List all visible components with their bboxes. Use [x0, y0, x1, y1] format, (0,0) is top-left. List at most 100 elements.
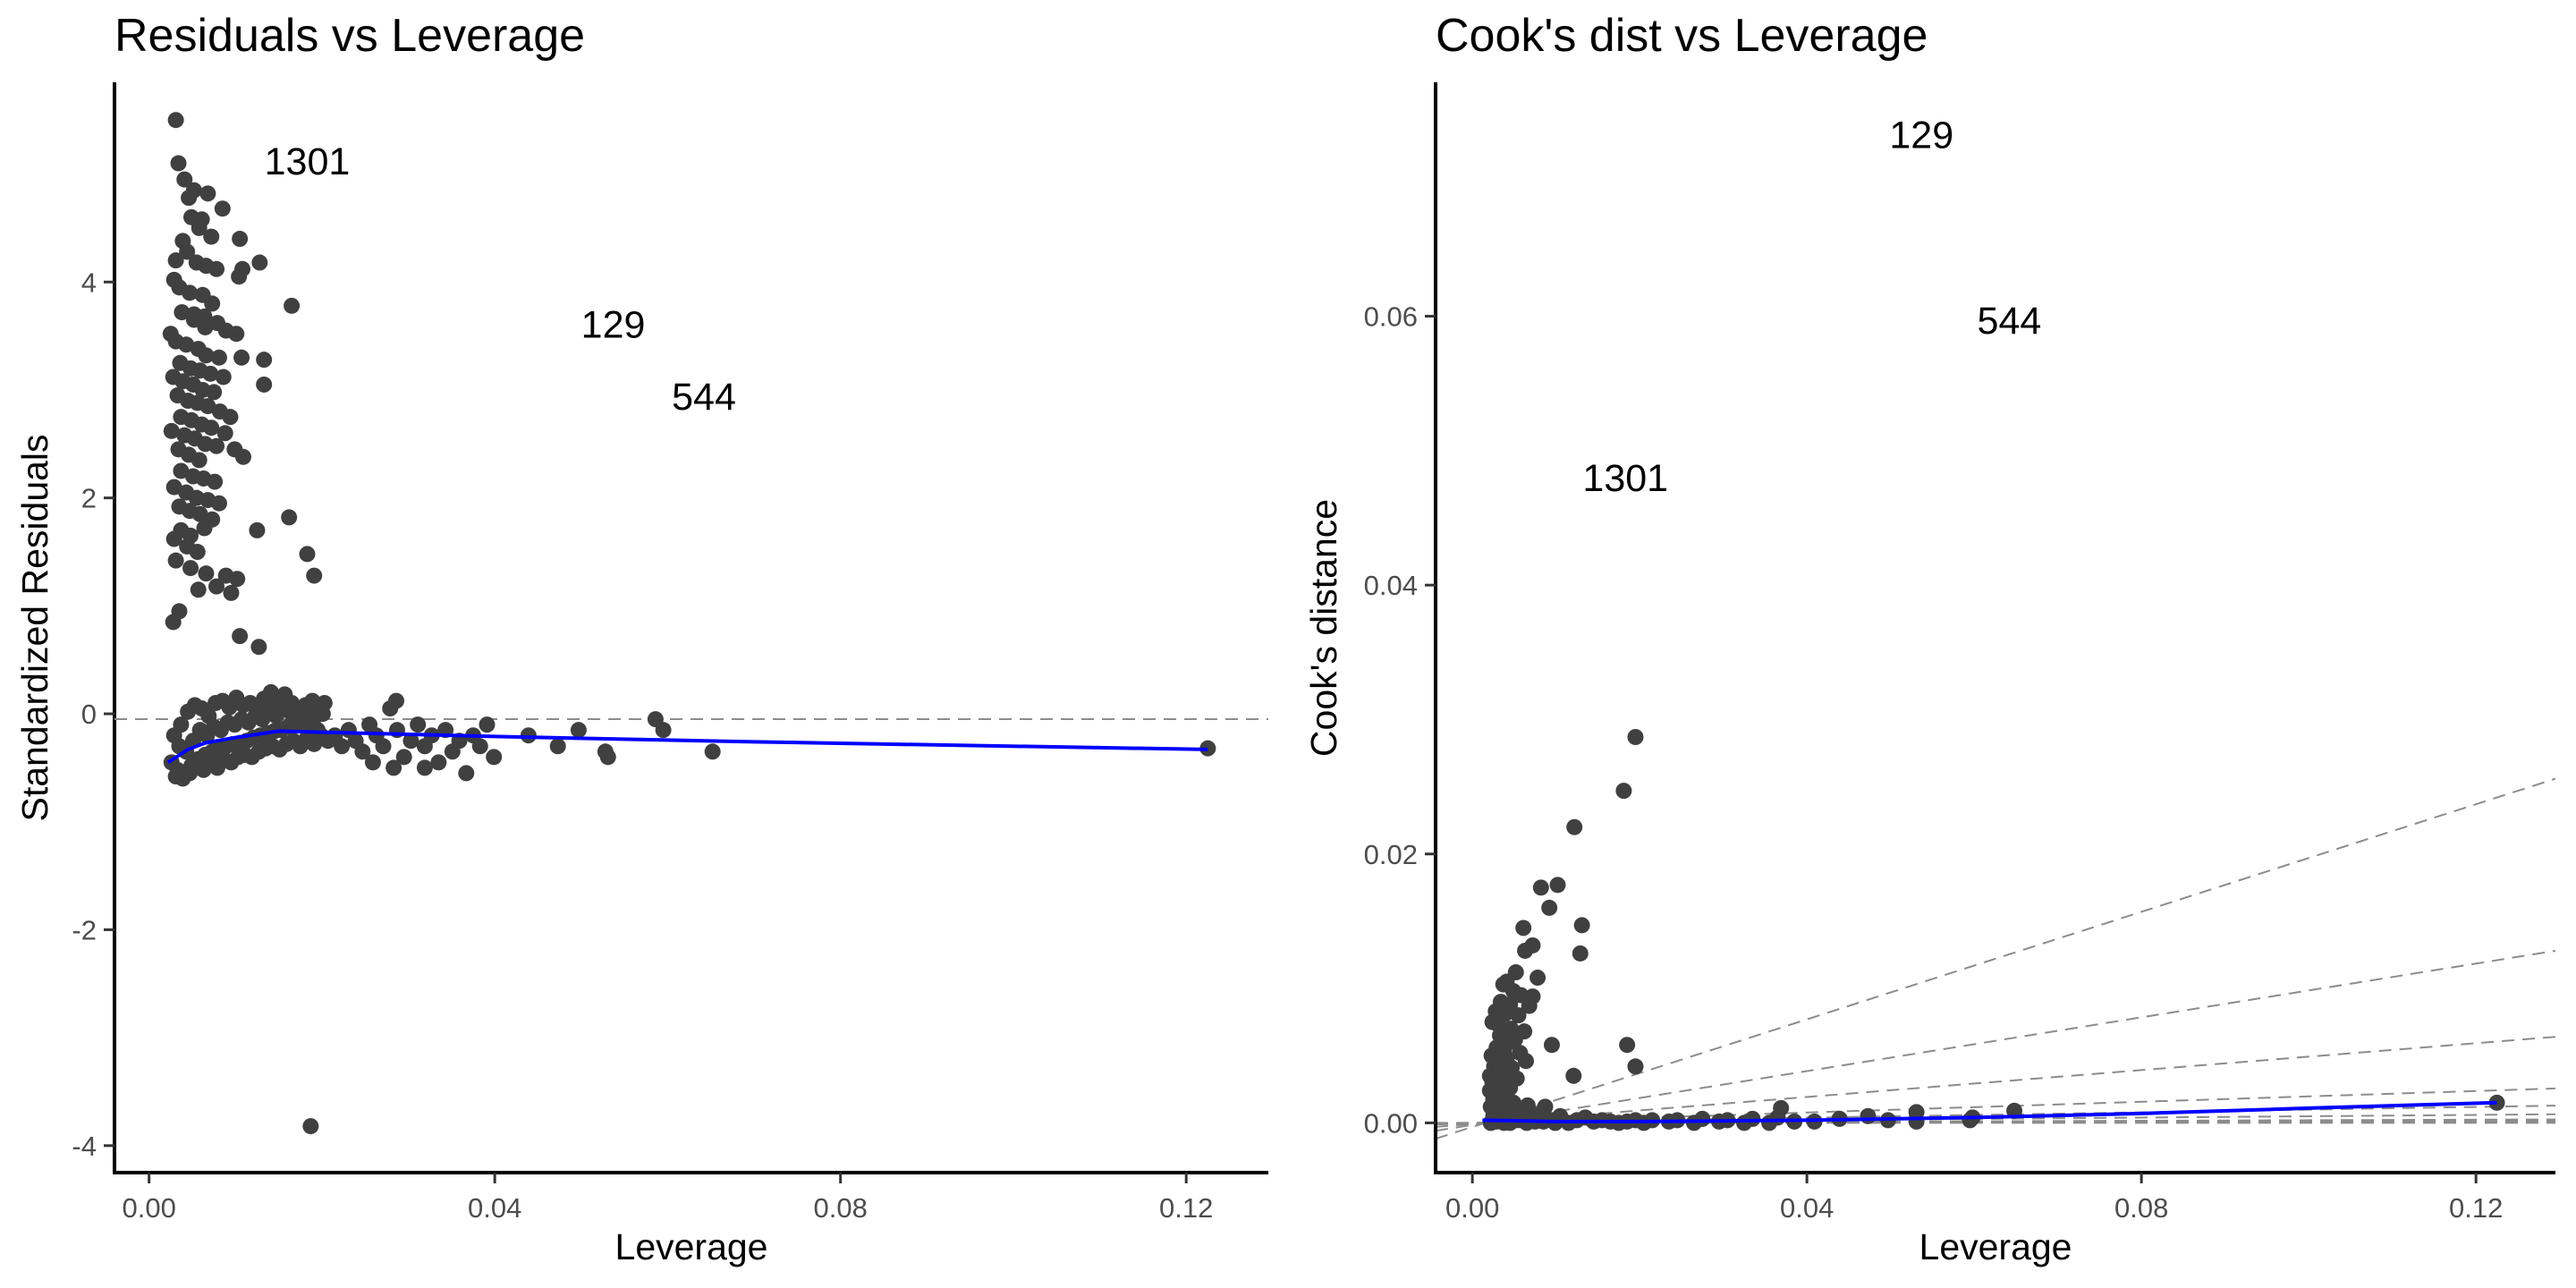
- data-point: [395, 749, 412, 766]
- data-point: [1572, 945, 1589, 962]
- p2-x-axis-label: Leverage: [1919, 1226, 2072, 1267]
- p1-smooth-line: [166, 729, 1208, 765]
- data-point: [214, 200, 231, 217]
- p1-x-axis-label: Leverage: [615, 1226, 768, 1267]
- data-point: [309, 722, 326, 739]
- p1-x-tick-label: 0.08: [814, 1192, 868, 1224]
- data-point: [167, 552, 184, 569]
- data-point: [176, 171, 193, 188]
- data-point: [386, 759, 402, 776]
- data-point: [233, 349, 250, 366]
- data-point: [178, 336, 195, 353]
- p1-y-tick-label: -4: [72, 1131, 97, 1162]
- p2-points: [1481, 729, 2505, 1131]
- data-point: [165, 479, 182, 496]
- p2-x-tick-label: 0.04: [1780, 1192, 1834, 1224]
- data-point: [306, 567, 323, 584]
- data-point: [167, 112, 184, 129]
- data-point: [228, 326, 245, 343]
- data-point: [1627, 1058, 1644, 1075]
- data-point: [207, 473, 224, 490]
- data-point: [599, 749, 616, 766]
- data-point: [191, 219, 208, 236]
- data-point: [281, 509, 298, 526]
- data-point: [174, 304, 191, 321]
- data-point: [1908, 1113, 1925, 1130]
- data-point: [229, 571, 246, 588]
- data-point: [655, 722, 672, 739]
- data-point: [216, 425, 233, 442]
- p1-x-tick-label: 0.12: [1159, 1192, 1213, 1224]
- p1-title: Residuals vs Leverage: [114, 10, 585, 62]
- data-point: [704, 743, 721, 760]
- data-point: [486, 749, 503, 766]
- data-point: [179, 243, 196, 260]
- data-point: [299, 546, 316, 563]
- data-point: [1615, 783, 1632, 800]
- data-point: [167, 252, 184, 269]
- p1-annotations: 1301 129 544: [265, 140, 736, 419]
- data-point: [1761, 1114, 1778, 1131]
- data-point: [234, 260, 251, 277]
- data-point: [388, 692, 405, 709]
- point-label-129: 129: [1889, 114, 1953, 157]
- data-point: [190, 581, 207, 598]
- p1-points: [162, 112, 1216, 1135]
- data-point: [416, 759, 433, 776]
- point-label-544: 544: [1978, 300, 2042, 343]
- data-point: [479, 716, 496, 733]
- data-point: [197, 318, 214, 335]
- data-point: [1627, 729, 1644, 746]
- p2-reference-line: [1436, 1036, 2555, 1128]
- data-point: [189, 544, 206, 561]
- p2-x-tick-label: 0.00: [1445, 1192, 1499, 1224]
- data-point: [181, 190, 198, 207]
- data-point: [210, 349, 227, 366]
- data-point: [198, 347, 215, 364]
- p2-y-tick-label: 0.04: [1364, 570, 1418, 601]
- data-point: [1565, 1067, 1582, 1084]
- p2-reference-line: [1436, 777, 2555, 1140]
- p1-y-axis-label: Standardized Residuals: [14, 434, 55, 821]
- data-point: [232, 231, 249, 248]
- data-point: [191, 505, 208, 522]
- data-point: [163, 422, 180, 439]
- data-point: [206, 384, 223, 401]
- data-point: [1573, 917, 1590, 934]
- p2-y-tick-label: 0.02: [1364, 839, 1418, 870]
- data-point: [1549, 877, 1566, 894]
- data-point: [196, 520, 213, 537]
- data-point: [232, 628, 249, 645]
- data-point: [1773, 1099, 1790, 1116]
- data-point: [364, 754, 381, 771]
- p2-reference-lines: [1436, 777, 2555, 1140]
- data-point: [256, 352, 273, 369]
- p2-y-axis-label: Cook's distance: [1303, 499, 1344, 757]
- data-point: [173, 462, 190, 479]
- data-point: [1543, 1037, 1560, 1054]
- p1-y-tick-label: 4: [81, 267, 97, 298]
- data-point: [198, 565, 215, 582]
- point-label-1301: 1301: [1582, 457, 1668, 500]
- data-point: [251, 254, 268, 271]
- p1-y-tick-label: 2: [81, 483, 97, 514]
- data-point: [334, 738, 351, 755]
- data-point: [1566, 818, 1583, 835]
- data-point: [165, 614, 182, 631]
- p2-title: Cook's dist vs Leverage: [1436, 10, 1928, 62]
- data-point: [570, 722, 587, 739]
- data-point: [302, 1118, 319, 1135]
- data-point: [1736, 1114, 1753, 1131]
- data-point: [182, 560, 199, 577]
- data-point: [402, 733, 419, 750]
- p2-x-tick-label: 0.08: [2114, 1192, 2168, 1224]
- data-point: [1510, 1007, 1527, 1024]
- data-point: [1860, 1107, 1877, 1124]
- data-point: [1521, 997, 1538, 1014]
- point-label-129: 129: [581, 303, 646, 346]
- data-point: [170, 155, 187, 172]
- data-point: [223, 584, 240, 601]
- point-label-544: 544: [672, 376, 736, 419]
- p1-y-tick-label: -2: [72, 914, 97, 945]
